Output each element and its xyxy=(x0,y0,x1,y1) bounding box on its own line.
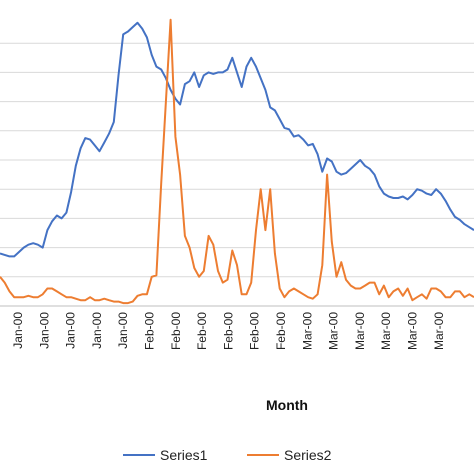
x-tick-label: Jan-00 xyxy=(64,312,78,349)
x-tick-label: Mar-00 xyxy=(300,312,314,350)
x-tick-label: Mar-00 xyxy=(432,312,446,350)
x-tick-label: Feb-00 xyxy=(221,312,235,350)
x-tick-label: Feb-00 xyxy=(248,312,262,350)
x-axis-title: Month xyxy=(266,397,308,413)
gridlines xyxy=(0,42,474,278)
x-tick-label: Jan-00 xyxy=(116,312,130,349)
x-tick-label: Feb-00 xyxy=(274,312,288,350)
series-lines xyxy=(0,18,474,305)
x-tick-label: Jan-00 xyxy=(90,312,104,349)
x-tick-label: Feb-00 xyxy=(169,312,183,350)
x-tick-label: Jan-00 xyxy=(11,312,25,349)
series-line-1 xyxy=(0,21,474,258)
x-tick-label: Mar-00 xyxy=(327,312,341,350)
legend-label: Series1 xyxy=(160,447,208,463)
legend: Series1 Series2 xyxy=(123,447,332,463)
x-tick-label: Mar-00 xyxy=(406,312,420,350)
x-tick-label: Feb-00 xyxy=(195,312,209,350)
x-tick-label: Mar-00 xyxy=(353,312,367,350)
x-tick-label: Mar-00 xyxy=(379,312,393,350)
x-tick-label: Feb-00 xyxy=(143,312,157,350)
series-line-2 xyxy=(0,18,474,305)
legend-label: Series2 xyxy=(284,447,332,463)
x-tick-labels: Jan-00 Jan-00 Jan-00 Jan-00 Jan-00 Feb-00 Feb-… xyxy=(11,312,446,350)
x-tick-label: Jan-00 xyxy=(37,312,51,349)
